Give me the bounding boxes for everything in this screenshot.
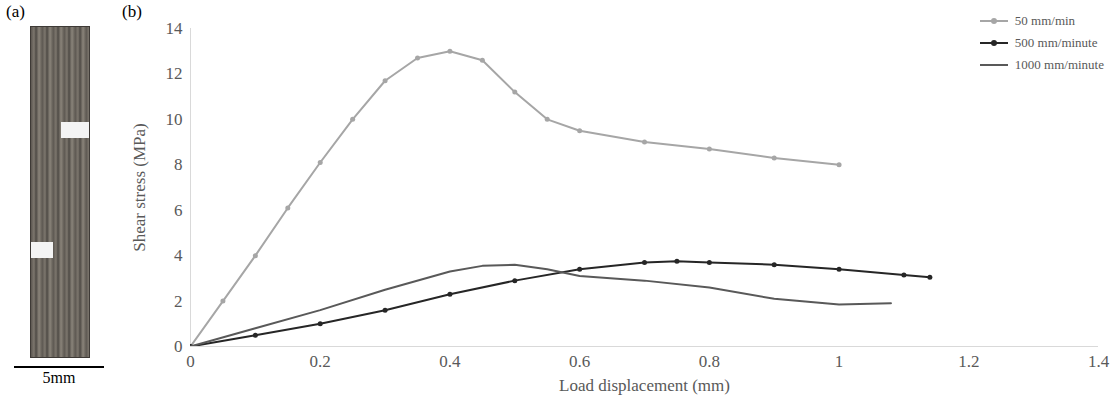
svg-text:Shear stress (MPa): Shear stress (MPa) — [130, 123, 149, 251]
svg-text:0.8: 0.8 — [699, 352, 720, 371]
svg-text:0: 0 — [174, 337, 183, 356]
html-text:5mm: 5mm — [42, 369, 76, 386]
svg-text:0.2: 0.2 — [310, 352, 331, 371]
svg-text:Load displacement (mm): Load displacement (mm) — [559, 376, 730, 395]
svg-text:1.2: 1.2 — [958, 352, 979, 371]
html-text:(b): (b) — [122, 2, 142, 21]
svg-text:6: 6 — [174, 201, 183, 220]
svg-text:10: 10 — [166, 110, 183, 129]
svg-text:0.4: 0.4 — [439, 352, 461, 371]
html-text:50 mm/min: 50 mm/min — [1014, 13, 1076, 28]
svg-text:0.6: 0.6 — [569, 352, 590, 371]
svg-text:14: 14 — [166, 19, 184, 38]
svg-text:2: 2 — [174, 292, 183, 311]
svg-text:0: 0 — [186, 352, 195, 371]
svg-text:4: 4 — [174, 246, 183, 265]
html-text:(a): (a) — [6, 2, 25, 21]
svg-text:12: 12 — [166, 64, 183, 83]
html-text:500 mm/minute: 500 mm/minute — [1014, 35, 1098, 50]
svg-text:8: 8 — [174, 155, 183, 174]
svg-text:1.4: 1.4 — [1088, 352, 1110, 371]
html-text:1000 mm/minute: 1000 mm/minute — [1014, 57, 1104, 72]
svg-text:1: 1 — [835, 352, 844, 371]
